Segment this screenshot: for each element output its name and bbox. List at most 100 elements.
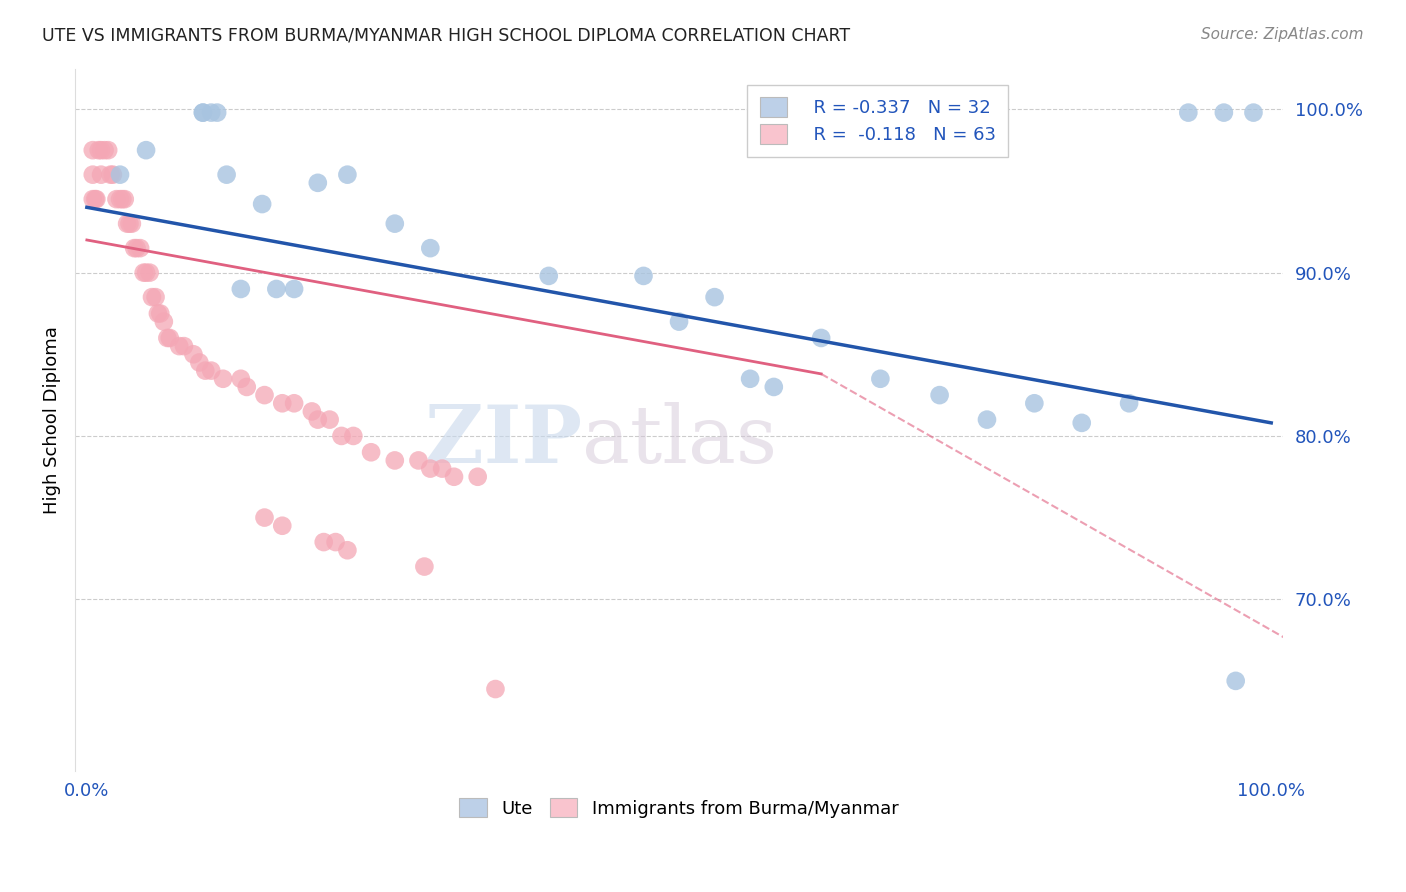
Point	[703, 290, 725, 304]
Point	[115, 217, 138, 231]
Point	[1225, 673, 1247, 688]
Point	[111, 192, 134, 206]
Point	[271, 396, 294, 410]
Point	[188, 355, 211, 369]
Point	[384, 217, 406, 231]
Point	[86, 192, 108, 206]
Point	[633, 268, 655, 283]
Point	[443, 469, 465, 483]
Text: ZIP: ZIP	[426, 401, 582, 480]
Point	[229, 282, 252, 296]
Point	[301, 404, 323, 418]
Point	[122, 241, 145, 255]
Point	[976, 412, 998, 426]
Point	[318, 412, 340, 426]
Point	[307, 412, 329, 426]
Point	[118, 217, 141, 231]
Point	[271, 518, 294, 533]
Point	[1212, 105, 1234, 120]
Point	[212, 372, 235, 386]
Point	[330, 429, 353, 443]
Point	[235, 380, 257, 394]
Point	[336, 168, 359, 182]
Legend: Ute, Immigrants from Burma/Myanmar: Ute, Immigrants from Burma/Myanmar	[453, 790, 905, 825]
Point	[200, 105, 222, 120]
Point	[384, 453, 406, 467]
Point	[408, 453, 430, 467]
Point	[93, 143, 115, 157]
Point	[82, 143, 104, 157]
Point	[145, 290, 167, 304]
Point	[336, 543, 359, 558]
Point	[153, 315, 176, 329]
Point	[82, 168, 104, 182]
Point	[132, 266, 155, 280]
Y-axis label: High School Diploma: High School Diploma	[44, 326, 60, 514]
Point	[430, 461, 453, 475]
Point	[167, 339, 190, 353]
Text: Source: ZipAtlas.com: Source: ZipAtlas.com	[1201, 27, 1364, 42]
Point	[740, 372, 762, 386]
Point	[266, 282, 288, 296]
Point	[668, 315, 690, 329]
Point	[82, 192, 104, 206]
Point	[100, 168, 122, 182]
Point	[419, 461, 441, 475]
Point	[1243, 105, 1265, 120]
Point	[928, 388, 950, 402]
Point	[183, 347, 205, 361]
Point	[159, 331, 181, 345]
Point	[229, 372, 252, 386]
Point	[1070, 416, 1092, 430]
Point	[108, 192, 131, 206]
Point	[215, 168, 238, 182]
Point	[250, 197, 273, 211]
Point	[1118, 396, 1140, 410]
Point	[191, 105, 214, 120]
Point	[135, 143, 157, 157]
Point	[90, 168, 112, 182]
Point	[97, 143, 120, 157]
Point	[135, 266, 157, 280]
Point	[360, 445, 382, 459]
Point	[114, 192, 136, 206]
Point	[125, 241, 148, 255]
Point	[105, 192, 128, 206]
Point	[173, 339, 195, 353]
Point	[312, 535, 335, 549]
Point	[762, 380, 785, 394]
Point	[138, 266, 160, 280]
Point	[467, 469, 489, 483]
Point	[101, 168, 124, 182]
Point	[419, 241, 441, 255]
Point	[141, 290, 163, 304]
Point	[149, 306, 172, 320]
Text: UTE VS IMMIGRANTS FROM BURMA/MYANMAR HIGH SCHOOL DIPLOMA CORRELATION CHART: UTE VS IMMIGRANTS FROM BURMA/MYANMAR HIG…	[42, 27, 851, 45]
Point	[325, 535, 347, 549]
Text: atlas: atlas	[582, 401, 778, 480]
Point	[129, 241, 152, 255]
Point	[1177, 105, 1199, 120]
Point	[194, 363, 217, 377]
Point	[810, 331, 832, 345]
Point	[156, 331, 179, 345]
Point	[191, 105, 214, 120]
Point	[283, 282, 305, 296]
Point	[87, 143, 110, 157]
Point	[413, 559, 436, 574]
Point	[1024, 396, 1046, 410]
Point	[283, 396, 305, 410]
Point	[108, 168, 131, 182]
Point	[253, 388, 276, 402]
Point	[84, 192, 107, 206]
Point	[253, 510, 276, 524]
Point	[342, 429, 364, 443]
Point	[200, 363, 222, 377]
Point	[121, 217, 143, 231]
Point	[146, 306, 169, 320]
Point	[537, 268, 560, 283]
Point	[205, 105, 228, 120]
Point	[90, 143, 112, 157]
Point	[484, 681, 506, 696]
Point	[869, 372, 891, 386]
